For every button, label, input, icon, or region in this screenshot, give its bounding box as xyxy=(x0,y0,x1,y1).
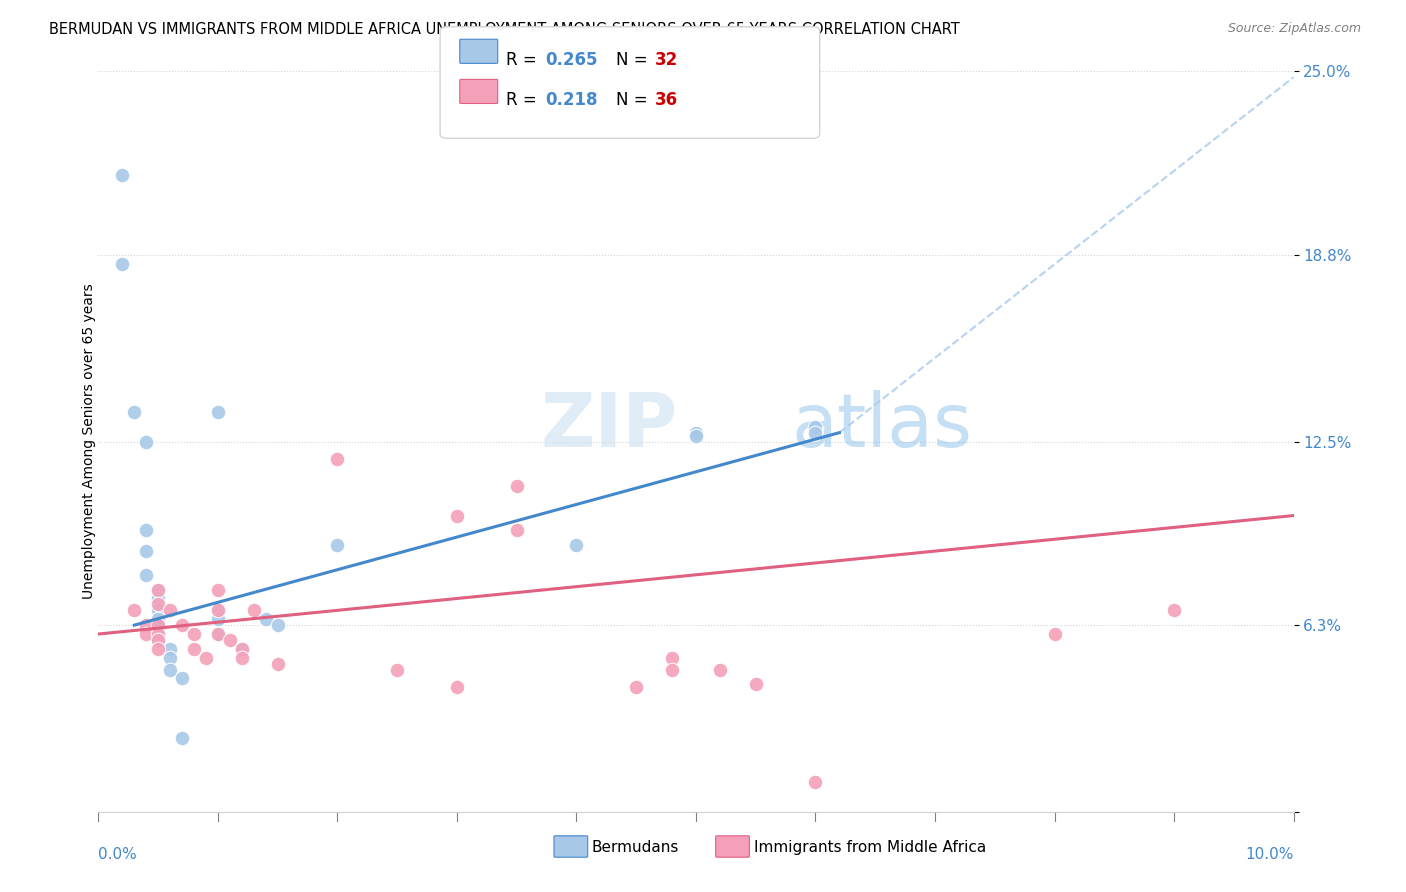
Point xyxy=(172,618,194,632)
Text: BERMUDAN VS IMMIGRANTS FROM MIDDLE AFRICA UNEMPLOYMENT AMONG SENIORS OVER 65 YEA: BERMUDAN VS IMMIGRANTS FROM MIDDLE AFRIC… xyxy=(49,22,960,37)
Point xyxy=(446,508,468,523)
Text: Bermudans: Bermudans xyxy=(592,840,679,855)
Point xyxy=(804,425,827,440)
Text: R =: R = xyxy=(506,91,543,109)
Point xyxy=(745,677,768,691)
Point xyxy=(135,567,157,582)
Text: 0.218: 0.218 xyxy=(546,91,598,109)
Point xyxy=(148,618,170,632)
Point xyxy=(159,641,181,656)
Point xyxy=(207,582,229,597)
Point xyxy=(231,650,253,665)
Point xyxy=(148,632,170,647)
Point xyxy=(661,663,683,677)
Point xyxy=(685,425,707,440)
Point xyxy=(254,612,277,626)
Point xyxy=(207,627,229,641)
Text: N =: N = xyxy=(616,51,652,69)
Point xyxy=(207,612,229,626)
Point xyxy=(207,405,229,419)
Point xyxy=(148,618,170,632)
Point xyxy=(135,524,157,538)
Text: 0.265: 0.265 xyxy=(546,51,598,69)
Point xyxy=(159,663,181,677)
Point xyxy=(148,632,170,647)
Point xyxy=(124,405,146,419)
Point xyxy=(148,582,170,597)
Point xyxy=(135,627,157,641)
Point xyxy=(135,544,157,558)
Point xyxy=(804,775,827,789)
Point xyxy=(267,657,290,671)
Point xyxy=(124,603,146,617)
Point xyxy=(385,663,409,677)
Point xyxy=(326,538,349,552)
Point xyxy=(804,419,827,434)
Point xyxy=(231,641,253,656)
Point xyxy=(243,603,266,617)
Point xyxy=(135,618,157,632)
Text: atlas: atlas xyxy=(792,390,973,463)
Text: Unemployment Among Seniors over 65 years: Unemployment Among Seniors over 65 years xyxy=(82,284,96,599)
Point xyxy=(709,663,731,677)
Point xyxy=(148,627,170,641)
Text: Immigrants from Middle Africa: Immigrants from Middle Africa xyxy=(754,840,986,855)
Point xyxy=(1163,603,1185,617)
Text: 0.0%: 0.0% xyxy=(98,847,138,863)
Point xyxy=(148,641,170,656)
Point xyxy=(207,627,229,641)
Text: 32: 32 xyxy=(655,51,679,69)
Point xyxy=(148,582,170,597)
Text: N =: N = xyxy=(616,91,652,109)
Point xyxy=(446,681,468,695)
Point xyxy=(159,603,181,617)
Point xyxy=(148,612,170,626)
Point xyxy=(148,603,170,617)
Point xyxy=(148,598,170,612)
Text: Source: ZipAtlas.com: Source: ZipAtlas.com xyxy=(1227,22,1361,36)
Point xyxy=(219,632,242,647)
Point xyxy=(172,672,194,686)
Point xyxy=(685,428,707,442)
Point xyxy=(159,650,181,665)
Point xyxy=(148,627,170,641)
Point xyxy=(506,524,529,538)
Text: 10.0%: 10.0% xyxy=(1246,847,1294,863)
Point xyxy=(135,434,157,449)
Text: ZIP: ZIP xyxy=(541,390,678,463)
Point xyxy=(626,681,648,695)
Point xyxy=(195,650,218,665)
Point xyxy=(267,618,290,632)
Point xyxy=(231,641,253,656)
Point xyxy=(506,479,529,493)
Point xyxy=(172,731,194,745)
Point xyxy=(111,257,134,271)
Point xyxy=(1043,627,1066,641)
Point xyxy=(207,603,229,617)
Point xyxy=(183,641,205,656)
Text: R =: R = xyxy=(506,51,543,69)
Point xyxy=(183,627,205,641)
Point xyxy=(111,168,134,182)
Point xyxy=(148,591,170,606)
Point xyxy=(661,650,683,665)
Point xyxy=(565,538,588,552)
Text: 36: 36 xyxy=(655,91,678,109)
Point xyxy=(207,603,229,617)
Point xyxy=(326,452,349,467)
